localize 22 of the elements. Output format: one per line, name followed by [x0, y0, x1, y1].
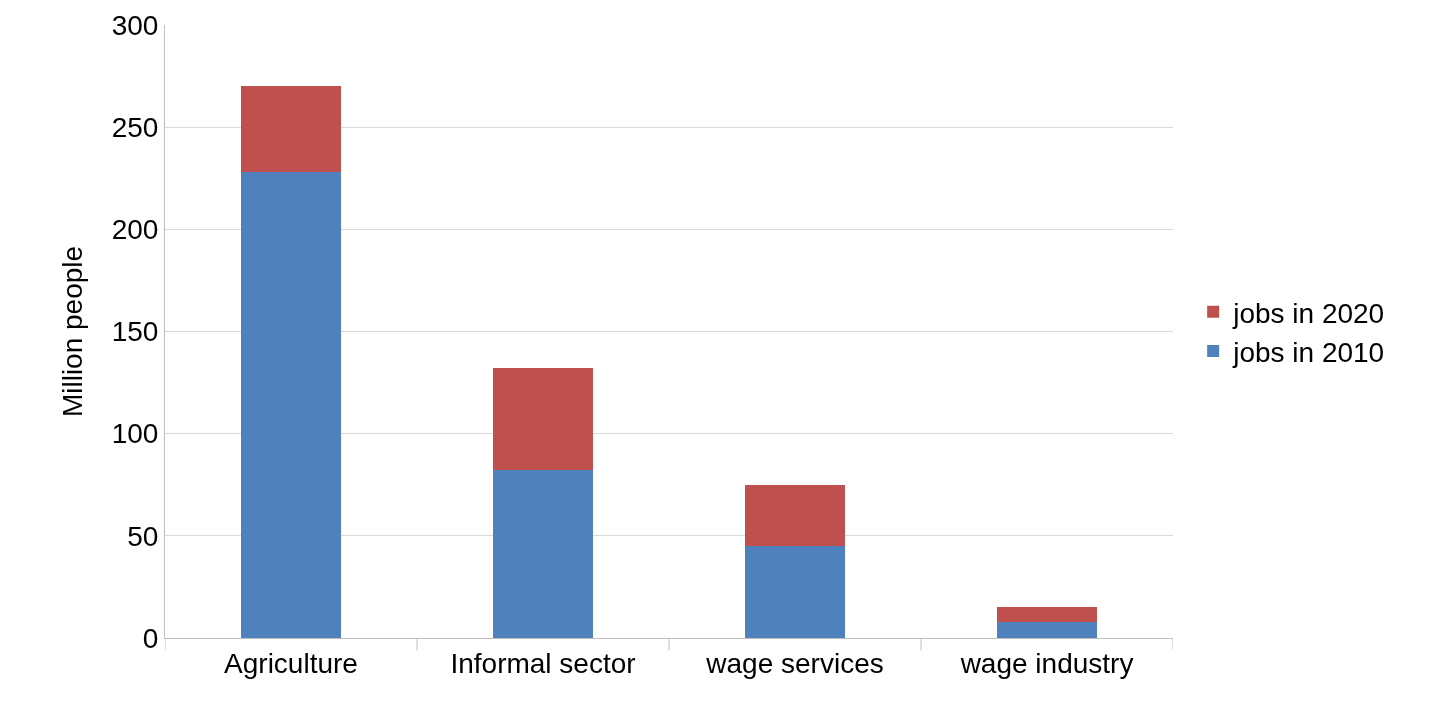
x-tick-label: Agriculture [224, 647, 358, 679]
y-tick-label: 300 [111, 9, 159, 41]
bar [744, 546, 846, 638]
x-tick-label: Informal sector [450, 647, 636, 679]
y-tick-label: 150 [111, 316, 159, 348]
legend-label: jobs in 2020 [1232, 297, 1385, 329]
bar [492, 470, 594, 638]
x-tick-label: wage industry [959, 647, 1134, 679]
bar [996, 621, 1098, 638]
bar [240, 172, 342, 638]
y-axis-title: Million people [57, 245, 89, 418]
y-tick-label: 250 [111, 111, 159, 143]
bar [240, 86, 342, 173]
y-tick-label: 200 [111, 214, 159, 246]
x-tick-label: wage services [705, 647, 884, 679]
bar [492, 368, 594, 471]
bar [996, 607, 1098, 622]
y-tick-label: 0 [142, 622, 159, 654]
bar [744, 484, 846, 547]
y-tick-label: 100 [111, 418, 159, 450]
legend-label: jobs in 2010 [1232, 337, 1385, 369]
y-tick-label: 50 [127, 520, 159, 552]
